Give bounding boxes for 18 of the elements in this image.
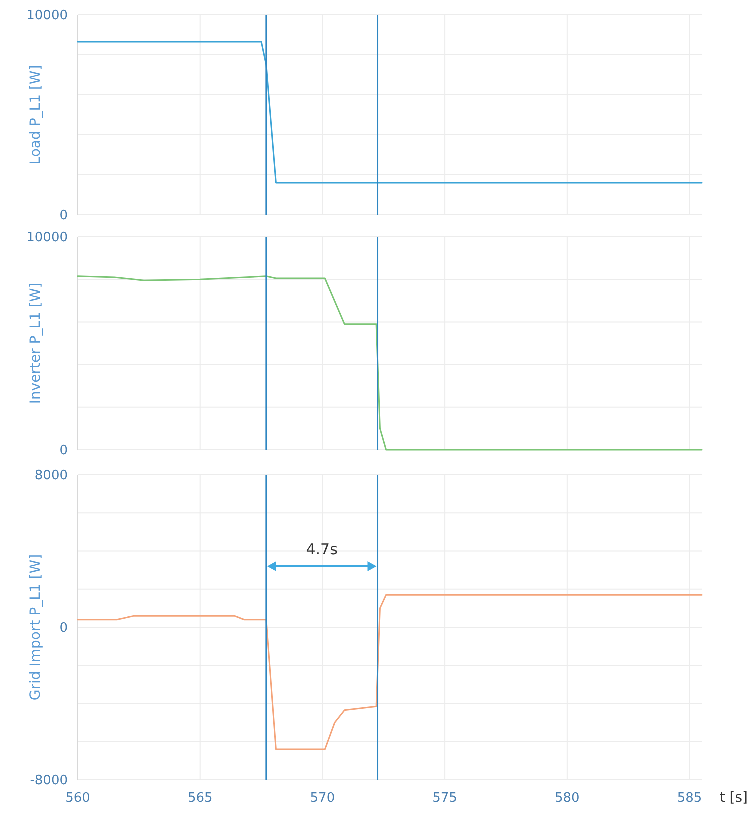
y-tick-label: 8000 (34, 468, 68, 484)
y-axis-title: Inverter P_L1 [W] (28, 282, 44, 404)
y-tick-label: 0 (60, 621, 68, 636)
x-axis-title: t [s] (720, 790, 748, 806)
y-tick-label: 0 (60, 444, 68, 459)
y-tick-label: -8000 (30, 774, 68, 789)
x-tick-label: 580 (555, 791, 580, 806)
y-tick-label: 0 (60, 208, 68, 224)
y-axis-title: Grid Import P_L1 [W] (28, 554, 44, 701)
y-tick-label: 10000 (26, 8, 68, 24)
x-tick-label: 565 (188, 791, 213, 806)
x-tick-label: 585 (677, 791, 702, 806)
y-axis-title: Load P_L1 [W] (28, 65, 44, 165)
x-tick-label: 560 (66, 791, 90, 806)
x-tick-label: 570 (310, 791, 336, 806)
x-tick-label: 575 (432, 791, 458, 806)
y-tick-label: 10000 (26, 230, 68, 246)
annotation: 4.7s (306, 540, 338, 558)
